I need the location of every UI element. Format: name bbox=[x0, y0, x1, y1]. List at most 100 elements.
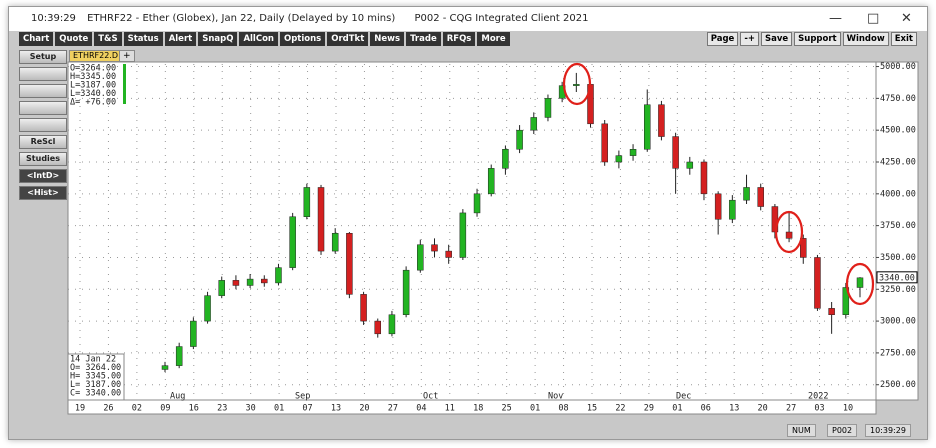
sidebar-button[interactable]: <Hist> bbox=[19, 186, 67, 200]
toolbar-button[interactable]: SnapQ bbox=[198, 32, 238, 46]
info-line: L=3340.00 bbox=[70, 89, 116, 99]
x-tick-label: 26 bbox=[103, 404, 113, 414]
candle-body bbox=[402, 269, 410, 315]
y-tick-label: 5000.00 bbox=[880, 62, 916, 72]
candle-body bbox=[658, 104, 665, 137]
x-tick-label: 19 bbox=[75, 404, 85, 414]
highlight-circle bbox=[562, 62, 592, 106]
info-line: H=3345.00 bbox=[70, 72, 116, 82]
candle-body bbox=[785, 231, 793, 239]
y-tick-label: 4000.00 bbox=[880, 189, 916, 199]
close[interactable]: ✕ bbox=[901, 11, 912, 26]
candle-body bbox=[814, 257, 821, 309]
candle-body bbox=[473, 193, 481, 214]
toolbar-button[interactable]: AllCon bbox=[239, 32, 278, 46]
plot-area bbox=[67, 61, 877, 401]
y-tick-label: 2500.00 bbox=[880, 380, 916, 390]
candle-body bbox=[516, 129, 523, 150]
toolbar-button[interactable]: Trade bbox=[406, 32, 441, 46]
status-bar: NUM P002 10:39:29 bbox=[9, 423, 927, 437]
highlight-circle bbox=[845, 262, 875, 306]
info-line: Δ= +76.00 bbox=[70, 98, 116, 108]
candle-body bbox=[232, 280, 240, 286]
toolbar-button[interactable]: Window bbox=[842, 32, 889, 46]
y-tick-label: 4750.00 bbox=[880, 94, 916, 104]
candle-body bbox=[714, 193, 722, 220]
toolbar-button[interactable]: OrdTkt bbox=[327, 32, 369, 46]
toolbar-button[interactable]: Options bbox=[279, 32, 326, 46]
toolbar-button[interactable]: T&S bbox=[94, 32, 122, 46]
y-tick-label: 3000.00 bbox=[880, 317, 916, 327]
y-tick-label: 4250.00 bbox=[880, 158, 916, 168]
candle-body bbox=[856, 277, 864, 288]
tab-add[interactable]: + bbox=[119, 50, 135, 62]
candle-body bbox=[218, 280, 225, 296]
candle-body bbox=[246, 278, 254, 286]
right-toolbar: Page -+ Save Support Window Exit bbox=[706, 32, 917, 46]
x-tick-label: 07 bbox=[302, 404, 312, 414]
bar-info-line: H= 3345.00 bbox=[70, 372, 121, 382]
toolbar-button[interactable]: RFQs bbox=[442, 32, 476, 46]
y-tick-label: 3500.00 bbox=[880, 253, 916, 263]
sidebar-button[interactable]: Studies bbox=[19, 152, 67, 166]
candle-body bbox=[261, 278, 268, 284]
toolbar-button[interactable]: Chart bbox=[19, 32, 54, 46]
toolbar-button[interactable]: More bbox=[477, 32, 510, 46]
title: ETHRF22 - Ether (Globex), Jan 22, Daily … bbox=[87, 13, 396, 24]
maximize[interactable]: □ bbox=[867, 11, 880, 26]
last-price-box bbox=[876, 271, 918, 284]
sidebar-button[interactable]: Setup bbox=[19, 50, 67, 64]
toolbar-button[interactable]: Support bbox=[794, 32, 841, 46]
x-tick-label: 11 bbox=[445, 404, 455, 414]
client: P002 - CQG Integrated Client 2021 bbox=[414, 13, 589, 24]
candle-body bbox=[346, 233, 353, 295]
x-tick-label: 29 bbox=[644, 404, 654, 414]
toolbar-button[interactable]: Alert bbox=[164, 32, 197, 46]
sidebar-button[interactable]: <IntD> bbox=[19, 169, 67, 183]
candle-body bbox=[502, 149, 509, 169]
month-label: Nov bbox=[548, 392, 563, 402]
x-tick-label: 16 bbox=[189, 404, 199, 414]
icon-button[interactable] bbox=[19, 67, 67, 81]
candle-body bbox=[459, 212, 467, 258]
month-label: Oct bbox=[423, 392, 438, 402]
candle-body bbox=[615, 155, 623, 163]
sidebar-button[interactable]: ReScl bbox=[19, 135, 67, 149]
icon-button[interactable] bbox=[19, 101, 67, 115]
toolbar-button[interactable]: -+ bbox=[740, 32, 759, 46]
toolbar-button[interactable]: Save bbox=[760, 32, 793, 46]
x-tick-label: 09 bbox=[160, 404, 170, 414]
x-tick-label: 13 bbox=[729, 404, 739, 414]
y-tick-label: 3750.00 bbox=[880, 221, 916, 231]
sidebar: Setup ReScl Studies <IntD> <Hist> bbox=[19, 50, 67, 203]
toolbar-button[interactable]: News bbox=[370, 32, 405, 46]
toolbar: Chart Quote T&S Status Alert SnapQ AllCon Optio… bbox=[19, 32, 510, 46]
x-tick-label: 27 bbox=[786, 404, 796, 414]
x-tick-label: 22 bbox=[615, 404, 625, 414]
icon-button[interactable] bbox=[19, 118, 67, 132]
candle-body bbox=[431, 244, 438, 252]
x-tick-label: 15 bbox=[587, 404, 597, 414]
x-tick-label: 25 bbox=[502, 404, 512, 414]
candle-body bbox=[643, 104, 651, 150]
x-tick-label: 20 bbox=[758, 404, 768, 414]
candle-body bbox=[417, 244, 424, 271]
toolbar-button[interactable]: Status bbox=[123, 32, 163, 46]
icon-button[interactable] bbox=[19, 84, 67, 98]
minimize[interactable]: — bbox=[829, 11, 842, 26]
x-tick-label: 13 bbox=[331, 404, 341, 414]
candle-body bbox=[757, 187, 764, 207]
candle-body bbox=[573, 84, 580, 86]
month-label: Aug bbox=[170, 392, 185, 402]
bar-info-line: L= 3187.00 bbox=[70, 380, 121, 390]
candle-body bbox=[700, 161, 708, 195]
x-tick-label: 01 bbox=[274, 404, 284, 414]
month-label: Dec bbox=[676, 392, 691, 402]
candle-body bbox=[190, 320, 197, 347]
candle-body bbox=[374, 320, 382, 335]
toolbar-button[interactable]: Page bbox=[706, 32, 739, 46]
toolbar-button[interactable]: Quote bbox=[55, 32, 93, 46]
candle-body bbox=[672, 136, 679, 169]
toolbar-button[interactable]: Exit bbox=[890, 32, 917, 46]
